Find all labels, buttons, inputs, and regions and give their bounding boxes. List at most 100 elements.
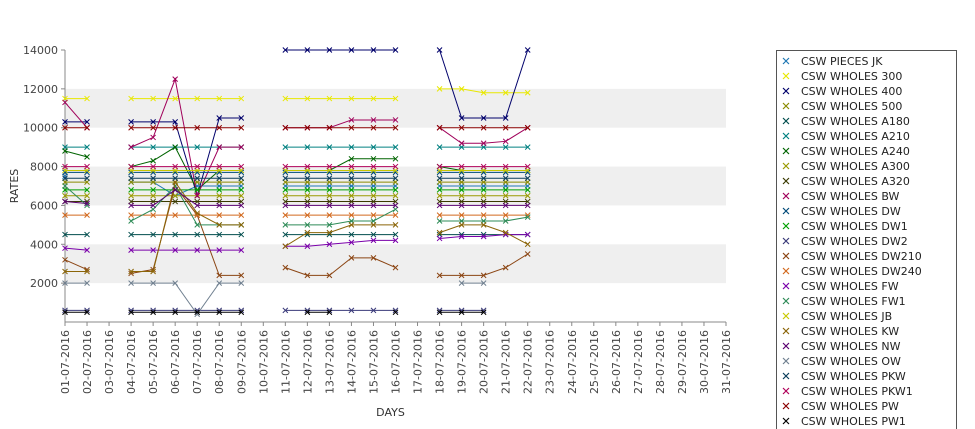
data-point [326, 95, 333, 102]
data-point [436, 235, 443, 242]
data-point [524, 214, 531, 220]
series-24 [62, 309, 487, 316]
data-point [84, 268, 90, 275]
x-tick-label: 21-07-2016 [500, 330, 513, 394]
data-point [370, 231, 377, 238]
data-point [458, 222, 465, 228]
data-point [348, 47, 355, 53]
data-point [84, 212, 90, 218]
legend-marker [782, 237, 790, 245]
data-point [370, 222, 377, 228]
x-tick-label: 10-07-2016 [257, 330, 270, 394]
data-point [458, 86, 465, 92]
data-point [524, 202, 531, 209]
data-point [392, 163, 399, 170]
series-23 [62, 124, 531, 131]
data-point [84, 144, 90, 150]
data-point [238, 187, 245, 193]
y-tick-label: 12000 [23, 83, 58, 96]
data-point [172, 144, 179, 150]
data-point [370, 144, 377, 150]
x-tick-label: 23-07-2016 [544, 330, 557, 394]
data-point [480, 222, 487, 228]
x-tick-label: 22-07-2016 [522, 330, 535, 394]
series-19 [62, 187, 531, 209]
series-14 [62, 212, 531, 218]
legend-label: CSW WHOLES JB [801, 310, 892, 323]
data-point [370, 187, 377, 193]
x-tick-label: 08-07-2016 [213, 330, 226, 394]
data-point [172, 198, 179, 205]
data-point [238, 144, 245, 150]
data-point [238, 163, 245, 170]
series-line [131, 184, 242, 276]
data-point [502, 124, 509, 131]
series-line [285, 224, 396, 247]
series-line [131, 117, 242, 198]
data-point [128, 309, 134, 316]
data-point [216, 124, 223, 131]
data-point [392, 144, 399, 150]
data-point [172, 76, 179, 82]
data-point [282, 163, 289, 170]
data-point [326, 144, 333, 150]
legend-box [776, 50, 957, 429]
data-point [458, 124, 465, 131]
data-point [194, 210, 201, 217]
data-point [150, 247, 156, 253]
x-tick-label: 25-07-2016 [588, 330, 601, 394]
data-point [150, 187, 156, 193]
data-point [216, 187, 223, 193]
data-point [392, 192, 399, 199]
data-point [348, 202, 355, 209]
data-point [194, 163, 201, 170]
data-point [84, 200, 90, 207]
series-line [285, 239, 396, 247]
x-tick-label: 29-07-2016 [676, 330, 689, 394]
data-point [304, 192, 311, 199]
data-point [480, 89, 487, 96]
data-point [282, 144, 289, 150]
legend-label: CSW WHOLES PW [801, 400, 899, 413]
data-point [150, 119, 156, 125]
data-point [84, 280, 90, 286]
data-point [326, 187, 333, 193]
legend-marker [782, 312, 790, 320]
data-point [216, 272, 223, 279]
legend-label: CSW WHOLES FW [801, 280, 899, 293]
data-point [480, 192, 487, 199]
data-point [480, 272, 487, 279]
y-tick-label: 4000 [30, 238, 58, 251]
data-point [238, 202, 245, 209]
legend-marker [782, 132, 790, 140]
data-point [282, 124, 289, 131]
data-point [370, 117, 377, 123]
data-point [392, 231, 399, 238]
legend-label: CSW WHOLES 500 [801, 100, 902, 113]
data-point [194, 222, 201, 228]
x-tick-label: 06-07-2016 [169, 330, 182, 394]
legend-label: CSW WHOLES DW240 [801, 265, 922, 278]
data-point [216, 247, 223, 253]
data-point [150, 192, 156, 199]
data-point [84, 95, 90, 102]
data-point [348, 222, 355, 228]
data-point [128, 124, 134, 131]
data-point [172, 247, 179, 253]
x-tick-label: 09-07-2016 [235, 330, 248, 394]
data-point [502, 175, 509, 182]
legend-label: CSW WHOLES A210 [801, 130, 910, 143]
series-line [130, 77, 242, 198]
data-point [62, 198, 68, 205]
data-point [370, 212, 377, 218]
data-point [502, 192, 509, 199]
legend-label: CSW WHOLES 300 [801, 70, 902, 83]
x-tick-label: 01-07-2016 [59, 330, 72, 394]
data-point [282, 264, 289, 271]
data-point [502, 115, 509, 121]
data-point [128, 175, 134, 182]
data-point [150, 231, 156, 238]
x-tick-label: 03-07-2016 [103, 330, 116, 394]
data-point [150, 309, 156, 316]
data-point [304, 47, 311, 53]
